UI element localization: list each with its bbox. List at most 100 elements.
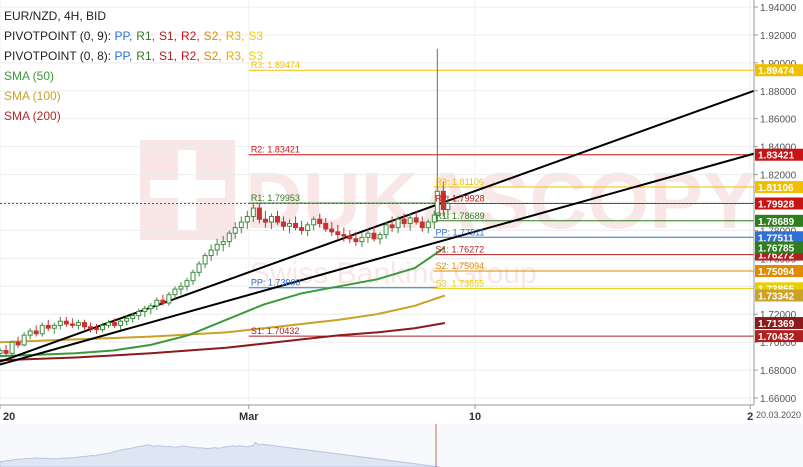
y-axis: 1.940001.920001.900001.880001.860001.840… (753, 0, 803, 405)
price-badge-label: 1.73342 (758, 291, 795, 302)
s2-label: S2, (203, 49, 222, 63)
price-badge-label: 1.76272 (758, 251, 795, 262)
candle-body (347, 235, 353, 240)
s1-label: S1, (158, 49, 177, 63)
channel-lower-line (0, 152, 755, 366)
candle-body (238, 221, 244, 229)
y-tick-label: 1.72000 (760, 310, 797, 321)
candle-body (172, 288, 178, 296)
candle-body (419, 221, 425, 229)
s3-label: S3 (248, 49, 264, 63)
candle-body (431, 214, 437, 223)
pivot-level-labels: R3: 1.89474 R2: 1.83421 R1: 1.79953 PP: 1.7… (251, 60, 485, 336)
pivot-label-r1: R1: 1.79953 (251, 193, 300, 203)
candle-body (407, 217, 413, 224)
pivot-indicator-2[interactable]: PIVOTPOINT (0, 8): PP, R1, S1, R2, S2, R3, S3 (4, 46, 267, 66)
candle-body (232, 227, 238, 234)
candle-body (21, 334, 27, 346)
sma50-line (0, 246, 446, 358)
price-badge (755, 330, 803, 343)
sma100-legend[interactable]: SMA (100) (4, 89, 61, 103)
price-badge (755, 231, 803, 244)
candle-body (184, 280, 190, 287)
s2-label: S2, (203, 29, 222, 43)
candle-body (63, 320, 69, 325)
price-badge-label: 1.70432 (758, 332, 795, 343)
price-badge-label: 1.81106 (758, 183, 794, 194)
candle-body (9, 341, 15, 354)
candle-body (118, 320, 124, 326)
pivot-label-s1: S1: 1.70432 (251, 326, 300, 336)
y-tick-label: 1.86000 (760, 115, 797, 126)
y-tick-label: 1.70000 (760, 338, 797, 349)
candle-body (440, 190, 446, 210)
x-tick-label: 2 (747, 411, 753, 423)
price-badge (755, 181, 803, 194)
price-badge (755, 148, 803, 161)
pivot-label-s3: S3: 1.73855 (436, 278, 485, 288)
r2-label: R2, (180, 49, 200, 63)
y-tick-label: 1.66000 (760, 394, 797, 405)
candle-body (281, 221, 287, 227)
candle-body (256, 207, 262, 220)
r1-label: R1, (136, 49, 155, 63)
pivot-label-s2: S2: 1.75094 (436, 261, 485, 271)
y-tick-label: 1.68000 (760, 366, 797, 377)
price-badge (755, 214, 803, 227)
candle-body (69, 323, 75, 326)
candle-body (154, 299, 160, 307)
pivot-label-r3: R3: 1.89474 (251, 60, 300, 70)
pivot-label-pp: PP: 1.77511 (436, 227, 485, 237)
candle-body (389, 224, 395, 229)
candle-body (142, 308, 148, 312)
candle-body (365, 232, 371, 238)
pivot-indicator-1-label: PIVOTPOINT (0, 9): (4, 29, 112, 43)
candle-body (244, 215, 250, 223)
sma200-legend[interactable]: SMA (200) (4, 109, 61, 123)
candle-body (190, 271, 196, 282)
y-tick-label: 1.84000 (760, 143, 797, 154)
candle-body (214, 243, 220, 251)
candle-body (434, 190, 440, 216)
candle-body (250, 207, 256, 217)
candle-body (0, 350, 3, 354)
candle-body (425, 221, 431, 229)
moving-averages (0, 246, 446, 362)
trend-channel (0, 89, 755, 366)
candle-body (445, 202, 451, 210)
candle-body (3, 350, 9, 354)
pivot-label-r1: R1: 1.78689 (436, 211, 485, 221)
price-badge-label: 1.76785 (758, 243, 795, 254)
pivot-levels (0, 69, 754, 337)
price-badge (755, 241, 803, 254)
price-badge-label: 1.75094 (758, 267, 795, 278)
price-badge-label: 1.71369 (758, 319, 795, 330)
candle-body (178, 285, 184, 290)
y-tick-label: 1.88000 (760, 87, 797, 98)
candle-body (359, 236, 365, 243)
sma100-line (0, 294, 446, 344)
candle-body (57, 320, 63, 326)
candle-body (293, 222, 299, 229)
candle-body (274, 215, 280, 223)
candle-body (196, 263, 202, 273)
chart-title: EUR/NZD, 4H, BID (4, 9, 107, 23)
candle-body (401, 218, 407, 224)
candle-body (299, 227, 305, 231)
navigator-panel[interactable] (0, 424, 803, 467)
pivot-indicator-1[interactable]: PIVOTPOINT (0, 9): PP, R1, S1, R2, S2, R3, S3 (4, 26, 267, 46)
candle-body (39, 324, 45, 335)
candle-body (208, 249, 214, 257)
candle-body (287, 222, 293, 227)
price-badge (755, 197, 803, 210)
candle-body (81, 322, 87, 328)
pp-label: PP, (114, 29, 133, 43)
price-badge-label: 1.79928 (758, 200, 795, 211)
price-badge (755, 317, 803, 330)
candle-body (75, 322, 81, 326)
sma50-legend[interactable]: SMA (50) (4, 69, 55, 83)
candle-body (317, 218, 323, 224)
pivot-label-s1: S1: 1.76272 (436, 245, 485, 255)
price-badge (755, 265, 803, 278)
